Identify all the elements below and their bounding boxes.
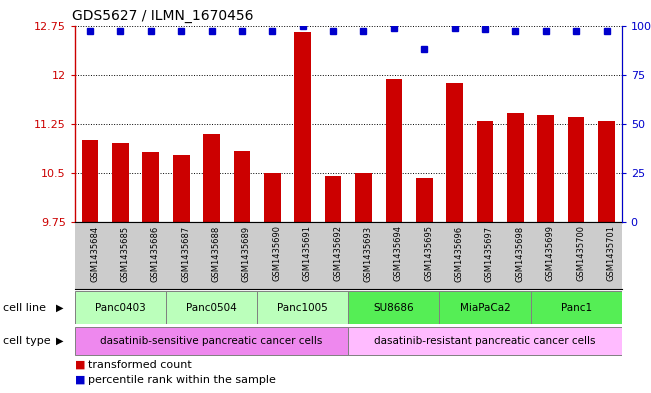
Bar (385, 79, 402, 222)
Text: GSM1435688: GSM1435688 (212, 225, 221, 282)
Bar (355, 173, 372, 222)
Text: dasatinib-resistant pancreatic cancer cells: dasatinib-resistant pancreatic cancer ce… (374, 336, 596, 346)
Text: ▶: ▶ (56, 303, 64, 312)
Bar (294, 32, 311, 222)
Text: Panc1: Panc1 (561, 303, 592, 312)
Bar (348, 327, 622, 355)
Text: ▶: ▶ (56, 336, 64, 346)
Bar (166, 292, 257, 323)
Text: ■: ■ (75, 375, 85, 385)
Text: cell type: cell type (3, 336, 51, 346)
Bar (173, 154, 189, 222)
Text: GSM1435700: GSM1435700 (576, 225, 585, 281)
Bar (257, 292, 348, 323)
Bar (143, 152, 159, 222)
Text: GDS5627 / ILMN_1670456: GDS5627 / ILMN_1670456 (72, 9, 254, 23)
Text: GSM1435685: GSM1435685 (120, 225, 130, 281)
Bar (416, 178, 432, 222)
Text: GSM1435692: GSM1435692 (333, 225, 342, 281)
Bar (75, 292, 166, 323)
Bar (477, 121, 493, 222)
Text: Panc0403: Panc0403 (95, 303, 146, 312)
Text: GSM1435699: GSM1435699 (546, 225, 555, 281)
Text: GSM1435689: GSM1435689 (242, 225, 251, 281)
Bar (264, 173, 281, 222)
Bar (598, 121, 615, 222)
Bar (537, 115, 554, 222)
Text: GSM1435698: GSM1435698 (516, 225, 524, 281)
Text: GSM1435701: GSM1435701 (607, 225, 615, 281)
Bar (568, 117, 585, 222)
Text: Panc1005: Panc1005 (277, 303, 328, 312)
Text: transformed count: transformed count (88, 360, 191, 370)
Text: GSM1435694: GSM1435694 (394, 225, 403, 281)
Text: MiaPaCa2: MiaPaCa2 (460, 303, 510, 312)
Bar (234, 151, 250, 222)
Text: GSM1435687: GSM1435687 (181, 225, 190, 282)
Text: ■: ■ (75, 360, 85, 370)
Text: SU8686: SU8686 (374, 303, 414, 312)
Text: cell line: cell line (3, 303, 46, 312)
Text: GSM1435684: GSM1435684 (90, 225, 99, 281)
Bar (325, 176, 341, 222)
Bar (507, 113, 523, 222)
Text: dasatinib-sensitive pancreatic cancer cells: dasatinib-sensitive pancreatic cancer ce… (100, 336, 323, 346)
Text: GSM1435693: GSM1435693 (363, 225, 372, 281)
Text: GSM1435697: GSM1435697 (485, 225, 494, 281)
Bar (203, 134, 220, 222)
Bar (75, 327, 348, 355)
Bar (348, 292, 439, 323)
Bar (82, 140, 98, 222)
Bar (112, 143, 129, 222)
Text: percentile rank within the sample: percentile rank within the sample (88, 375, 276, 385)
Text: GSM1435686: GSM1435686 (151, 225, 159, 282)
Text: GSM1435696: GSM1435696 (454, 225, 464, 281)
Bar (439, 292, 531, 323)
Text: GSM1435695: GSM1435695 (424, 225, 433, 281)
Text: Panc0504: Panc0504 (186, 303, 237, 312)
Bar (446, 83, 463, 222)
Bar (531, 292, 622, 323)
Text: GSM1435691: GSM1435691 (303, 225, 312, 281)
Text: GSM1435690: GSM1435690 (272, 225, 281, 281)
